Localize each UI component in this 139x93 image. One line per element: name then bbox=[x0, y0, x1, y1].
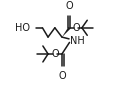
Text: O: O bbox=[51, 49, 59, 59]
Text: O: O bbox=[66, 1, 73, 11]
Text: NH: NH bbox=[70, 36, 85, 46]
Text: O: O bbox=[72, 23, 80, 33]
Text: HO: HO bbox=[15, 23, 30, 33]
Polygon shape bbox=[62, 27, 70, 37]
Text: O: O bbox=[58, 71, 66, 81]
